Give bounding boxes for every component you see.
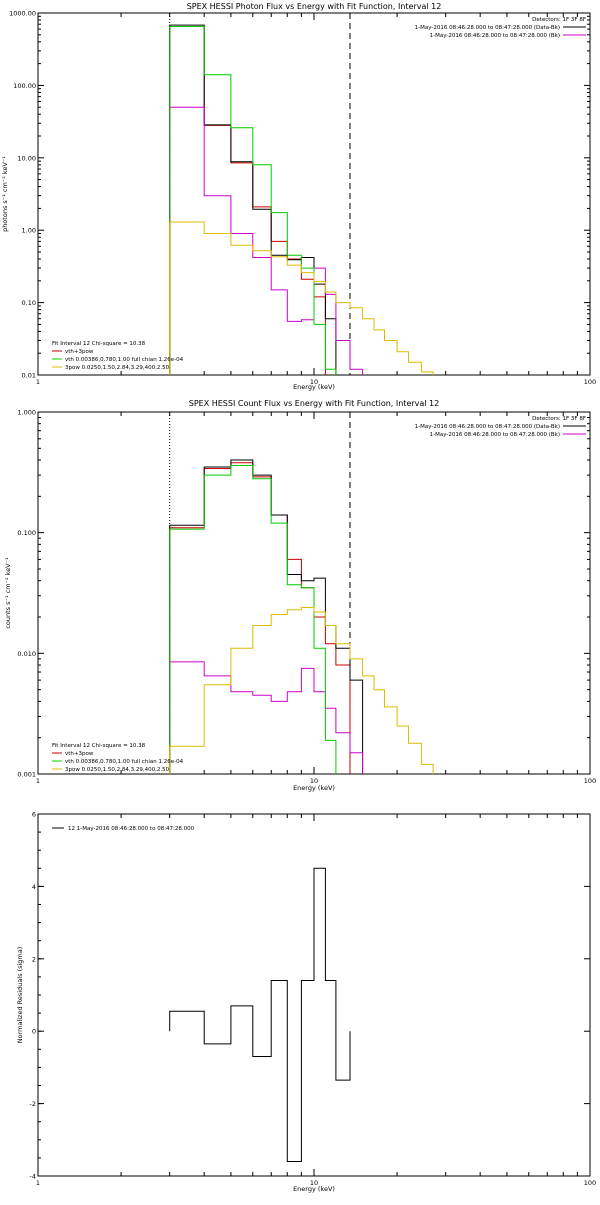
count-vth-3-line — [169, 465, 337, 774]
count-legend-3pow: 3pow 0.0250,1.50,2.84,3.29,400,2.50 — [65, 767, 170, 773]
count-legend-bk: 1-May-2016 08:46:28.000 to 08:47:28.000 … — [430, 432, 560, 438]
residuals-x-tick-label: 100 — [584, 1179, 596, 1187]
photon-y-tick-label: 10.00 — [17, 154, 36, 162]
count-x-tick-label: 1 — [36, 777, 40, 785]
photon-legend-3pow: 3pow 0.0250,1.50,2.84,3.29,400,2.50 — [65, 365, 170, 371]
photon-3pow-4-line — [169, 221, 434, 375]
count-legend-right: 1-May-2016 08:46:28.000 to 08:47:28.000 … — [415, 424, 586, 438]
photon-legend-right: 1-May-2016 08:46:28.000 to 08:47:28.000 … — [415, 25, 586, 39]
photon-y-tick-label: 1.00 — [22, 227, 36, 235]
photon-legend-fit-interval: Fit Interval 12 Chi-square = 10.38 — [52, 341, 146, 347]
count-series-1-1-line — [169, 459, 364, 774]
residuals-x-tick-label: 1 — [36, 1179, 40, 1187]
photon-y-axis-label: photons s⁻¹ cm⁻² keV⁻¹ — [1, 156, 9, 232]
count-y-ticks: 0.001 0.010 0.100 1.000 — [17, 409, 590, 779]
photon-legend-vth3pow: vth+3pow — [65, 349, 94, 355]
count-vth-3pow-0-line — [169, 462, 351, 774]
residuals-panel: -4 -2 0 2 4 6 1 10 100 Normalized Residuals (si… — [16, 811, 596, 1194]
count-x-tick-label: 100 — [584, 777, 596, 785]
photon-flux-panel: SPEX HESSI Photon Flux vs Energy with Fi… — [1, 2, 596, 391]
photon-vth-3pow-0-line — [169, 26, 326, 375]
count-legend-vth: vth 0.00386,0.780,1.00 full chian 1.26e-… — [65, 759, 184, 765]
count-y-tick-label: 0.001 — [17, 771, 36, 779]
count-x-axis-label: Energy (keV) — [293, 784, 335, 792]
count-flux-panel: SPEX HESSI Count Flux vs Energy with Fit… — [4, 399, 596, 792]
count-legend-fit-interval: Fit Interval 12 Chi-square = 10.38 — [52, 743, 146, 749]
photon-x-axis-label: Energy (keV) — [293, 383, 335, 391]
count-x-tick-label: 10 — [310, 777, 318, 785]
photon-detectors-label: Detectors: 1F 3F 8F — [532, 17, 586, 23]
count-y-tick-label: 1.000 — [17, 409, 36, 417]
count-y-tick-label: 0.010 — [17, 650, 36, 658]
photon-series-1-1-line — [169, 24, 337, 375]
count-y-tick-label: 0.100 — [17, 529, 36, 537]
residuals-y-tick-label: 2 — [32, 955, 36, 963]
residuals-x-tick-label: 10 — [310, 1179, 318, 1187]
photon-x-tick-label: 100 — [584, 378, 596, 386]
residuals-y-tick-label: 0 — [32, 1028, 36, 1036]
photon-y-tick-label: 0.01 — [22, 372, 36, 380]
residuals-y-axis-label: Normalized Residuals (sigma) — [16, 947, 24, 1044]
count-y-axis-label: counts s⁻¹ cm⁻² keV⁻¹ — [4, 557, 12, 629]
residuals-y-tick-label: 6 — [32, 811, 36, 819]
residuals-12-1-may-2016-08-46-28-000-to-08-47-28-000-0-line — [169, 867, 351, 1162]
count-legend-vth3pow: vth+3pow — [65, 751, 94, 757]
photon-x-ticks: 1 10 100 — [36, 13, 596, 386]
photon-legend-vth: vth 0.00386,0.780,1.00 full chian 1.26e-… — [65, 357, 184, 363]
photon-legend-left: Fit Interval 12 Chi-square = 10.38 vth+3… — [52, 341, 184, 371]
photon-legend-data-bk: 1-May-2016 08:46:28.000 to 08:47:28.000 … — [415, 25, 560, 31]
count-legend-left: Fit Interval 12 Chi-square = 10.38 vth+3… — [52, 743, 184, 773]
photon-y-tick-label: 100.00 — [13, 82, 36, 90]
count-series — [169, 412, 434, 774]
photon-legend-bk: 1-May-2016 08:46:28.000 to 08:47:28.000 … — [430, 33, 560, 39]
photon-y-tick-label: 1000.00 — [9, 10, 36, 18]
residuals-legend-label: 12 1-May-2016 08:46:28.000 to 08:47:28.0… — [68, 826, 195, 832]
count-series-2-2-line — [169, 661, 364, 774]
residuals-series — [169, 867, 351, 1162]
count-3pow-4-line — [169, 607, 434, 774]
residuals-y-tick-label: -2 — [30, 1100, 36, 1108]
photon-vth-3-line — [169, 26, 337, 375]
photon-x-tick-label: 1 — [36, 378, 40, 386]
count-detectors-label: Detectors: 1F 3F 8F — [532, 416, 586, 422]
residuals-y-tick-label: -4 — [30, 1173, 36, 1181]
residuals-y-ticks: -4 -2 0 2 4 6 — [30, 811, 590, 1181]
residuals-y-tick-label: 4 — [32, 883, 36, 891]
photon-y-tick-label: 0.10 — [22, 299, 36, 307]
residuals-x-ticks: 1 10 100 — [36, 814, 596, 1187]
count-x-ticks: 1 10 100 — [36, 412, 596, 785]
photon-x-tick-label: 10 — [310, 378, 318, 386]
count-panel-title: SPEX HESSI Count Flux vs Energy with Fit… — [189, 399, 440, 408]
count-legend-data-bk: 1-May-2016 08:46:28.000 to 08:47:28.000 … — [415, 424, 560, 430]
residuals-legend: 12 1-May-2016 08:46:28.000 to 08:47:28.0… — [52, 826, 195, 832]
photon-series-2-2-line — [169, 106, 364, 375]
photon-y-ticks: 0.01 0.10 1.00 10.00 100.00 1000.00 — [9, 10, 590, 380]
photon-panel-title: SPEX HESSI Photon Flux vs Energy with Fi… — [187, 2, 442, 11]
residuals-x-axis-label: Energy (keV) — [293, 1185, 335, 1193]
photon-series — [169, 13, 434, 375]
